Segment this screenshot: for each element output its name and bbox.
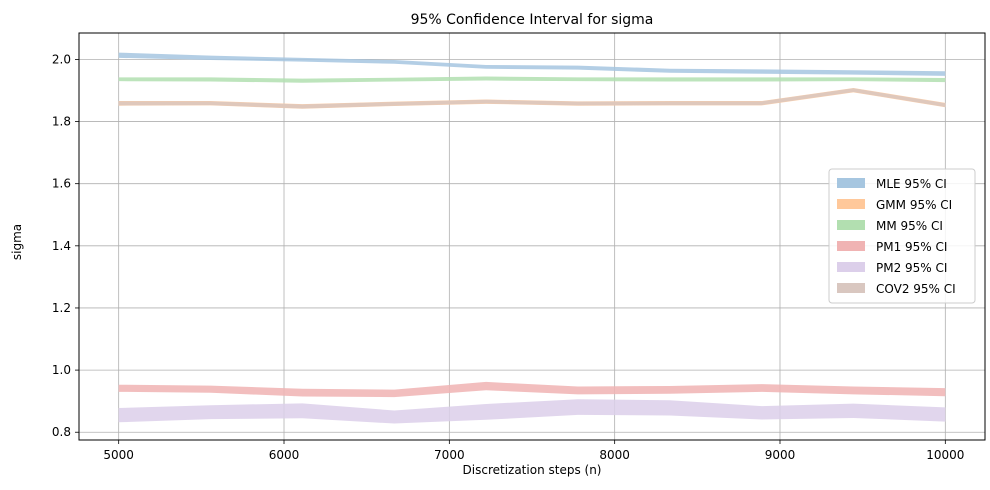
x-axis-label: Discretization steps (n) [463,463,602,477]
legend: MLE 95% CI GMM 95% CI MM 95% CI PM1 95% CI P… [828,168,976,304]
legend-label: GMM 95% CI [876,198,952,212]
ci-bands [118,52,946,424]
y-tick-label: 1.6 [52,177,71,191]
band-mm-95-ci [118,76,946,83]
band-cov2-95-ci [118,88,946,109]
y-tick-label: 0.8 [52,425,71,439]
y-tick-label: 1.0 [52,363,71,377]
x-tick-label: 9000 [765,448,796,462]
y-tick-label: 2.0 [52,52,71,66]
x-axis-ticks: 5000 6000 7000 8000 9000 10000 [103,440,964,462]
y-tick-label: 1.8 [52,115,71,129]
y-tick-label: 1.4 [52,239,71,253]
legend-box [828,168,976,304]
y-axis-label: sigma [10,224,24,260]
x-tick-label: 7000 [434,448,465,462]
legend-label: COV2 95% CI [876,282,956,296]
legend-label: PM1 95% CI [876,240,947,254]
band-mle-95-ci [118,52,946,76]
x-tick-label: 5000 [103,448,134,462]
chart-title: 95% Confidence Interval for sigma [411,12,654,28]
legend-label: MM 95% CI [876,219,943,233]
legend-swatch [837,199,865,209]
band-pm1-95-ci [118,381,946,398]
legend-swatch [837,262,865,272]
legend-swatch [837,241,865,251]
x-tick-label: 6000 [269,448,300,462]
legend-label: PM2 95% CI [876,261,947,275]
legend-swatch [837,283,865,293]
legend-swatch [837,178,865,188]
x-tick-label: 8000 [599,448,630,462]
axes-frame [78,32,986,441]
legend-label: MLE 95% CI [876,177,947,191]
x-tick-label: 10000 [926,448,964,462]
legend-swatch [837,220,865,230]
y-tick-label: 1.2 [52,301,71,315]
band-pm2-95-ci [118,399,946,424]
y-axis-ticks: 0.8 1.0 1.2 1.4 1.6 1.8 2.0 [52,52,79,439]
